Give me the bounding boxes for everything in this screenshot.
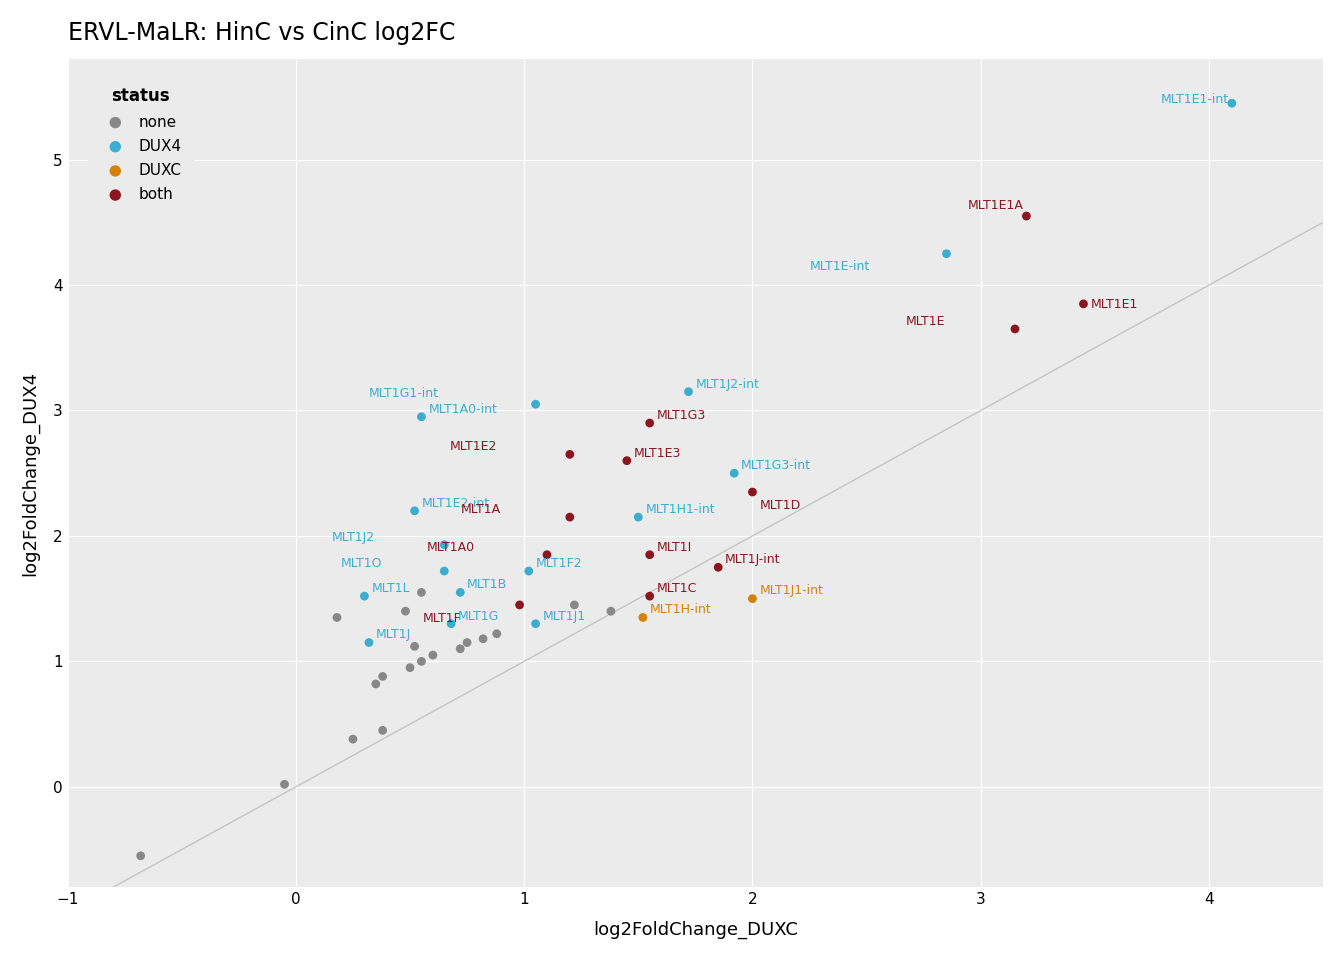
Point [1016, 208, 1038, 224]
Point [1073, 297, 1094, 312]
Text: MLT1D: MLT1D [759, 498, 801, 512]
Point [517, 564, 539, 579]
Text: MLT1H1-int: MLT1H1-int [645, 503, 715, 516]
Point [403, 638, 425, 654]
Point [434, 564, 456, 579]
Point [742, 591, 763, 607]
Text: MLT1E: MLT1E [906, 315, 946, 327]
Point [632, 610, 653, 625]
Text: MLT1L: MLT1L [371, 582, 410, 595]
Point [449, 585, 470, 600]
Point [628, 510, 649, 525]
Point [411, 654, 433, 669]
Text: MLT1J2-int: MLT1J2-int [695, 377, 759, 391]
Text: MLT1J: MLT1J [376, 629, 411, 641]
Point [1004, 322, 1025, 337]
Point [359, 635, 380, 650]
Text: MLT1E1-int: MLT1E1-int [1161, 93, 1228, 107]
Point [536, 547, 558, 563]
Text: MLT1C: MLT1C [657, 582, 698, 595]
Point [638, 547, 660, 563]
Point [677, 384, 699, 399]
Text: MLT1G3-int: MLT1G3-int [741, 459, 812, 472]
Text: MLT1E1A: MLT1E1A [968, 199, 1024, 212]
Text: MLT1A: MLT1A [460, 503, 500, 516]
Point [274, 777, 296, 792]
Point [399, 660, 421, 675]
Text: MLT1A0-int: MLT1A0-int [429, 402, 497, 416]
Point [601, 604, 622, 619]
Point [524, 616, 546, 632]
Text: MLT1G1-int: MLT1G1-int [368, 387, 438, 400]
Text: MLT1F: MLT1F [422, 612, 461, 625]
X-axis label: log2FoldChange_DUXC: log2FoldChange_DUXC [593, 921, 798, 939]
Text: MLT1E-int: MLT1E-int [810, 260, 870, 274]
Text: MLT1O: MLT1O [340, 557, 382, 570]
Point [441, 616, 462, 632]
Point [457, 635, 478, 650]
Text: MLT1J1-int: MLT1J1-int [759, 585, 824, 597]
Text: MLT1E3: MLT1E3 [634, 446, 681, 460]
Point [935, 246, 957, 261]
Text: MLT1G3: MLT1G3 [657, 409, 706, 421]
Point [411, 585, 433, 600]
Point [1222, 95, 1243, 110]
Point [509, 597, 531, 612]
Point [616, 453, 637, 468]
Text: MLT1E1: MLT1E1 [1090, 298, 1138, 311]
Text: MLT1J1: MLT1J1 [543, 610, 586, 623]
Point [559, 446, 581, 462]
Point [353, 588, 375, 604]
Y-axis label: log2FoldChange_DUX4: log2FoldChange_DUX4 [22, 371, 39, 576]
Point [723, 466, 745, 481]
Point [366, 676, 387, 691]
Point [449, 641, 470, 657]
Point [403, 503, 425, 518]
Point [372, 669, 394, 684]
Point [372, 723, 394, 738]
Text: MLT1B: MLT1B [468, 578, 508, 591]
Point [130, 848, 152, 863]
Point [434, 537, 456, 552]
Text: MLT1J-int: MLT1J-int [726, 553, 781, 566]
Point [487, 626, 508, 641]
Point [559, 510, 581, 525]
Point [395, 604, 417, 619]
Point [524, 396, 546, 412]
Point [742, 485, 763, 500]
Text: MLT1I: MLT1I [657, 540, 692, 554]
Point [638, 588, 660, 604]
Point [422, 647, 444, 662]
Point [411, 409, 433, 424]
Point [638, 416, 660, 431]
Point [707, 560, 728, 575]
Text: ERVL-MaLR: HinC vs CinC log2FC: ERVL-MaLR: HinC vs CinC log2FC [67, 21, 456, 45]
Legend: none, DUX4, DUXC, both: none, DUX4, DUXC, both [87, 75, 194, 214]
Text: MLT1E2: MLT1E2 [450, 441, 497, 453]
Point [343, 732, 364, 747]
Text: MLT1J2: MLT1J2 [332, 531, 375, 543]
Text: MLT1A0: MLT1A0 [426, 540, 474, 554]
Text: MLT1F2: MLT1F2 [536, 557, 582, 570]
Point [472, 631, 493, 646]
Point [563, 597, 585, 612]
Text: MLT1G: MLT1G [458, 610, 500, 623]
Point [327, 610, 348, 625]
Text: MLT1E2-int: MLT1E2-int [422, 496, 489, 510]
Text: MLT1H-int: MLT1H-int [649, 603, 711, 616]
